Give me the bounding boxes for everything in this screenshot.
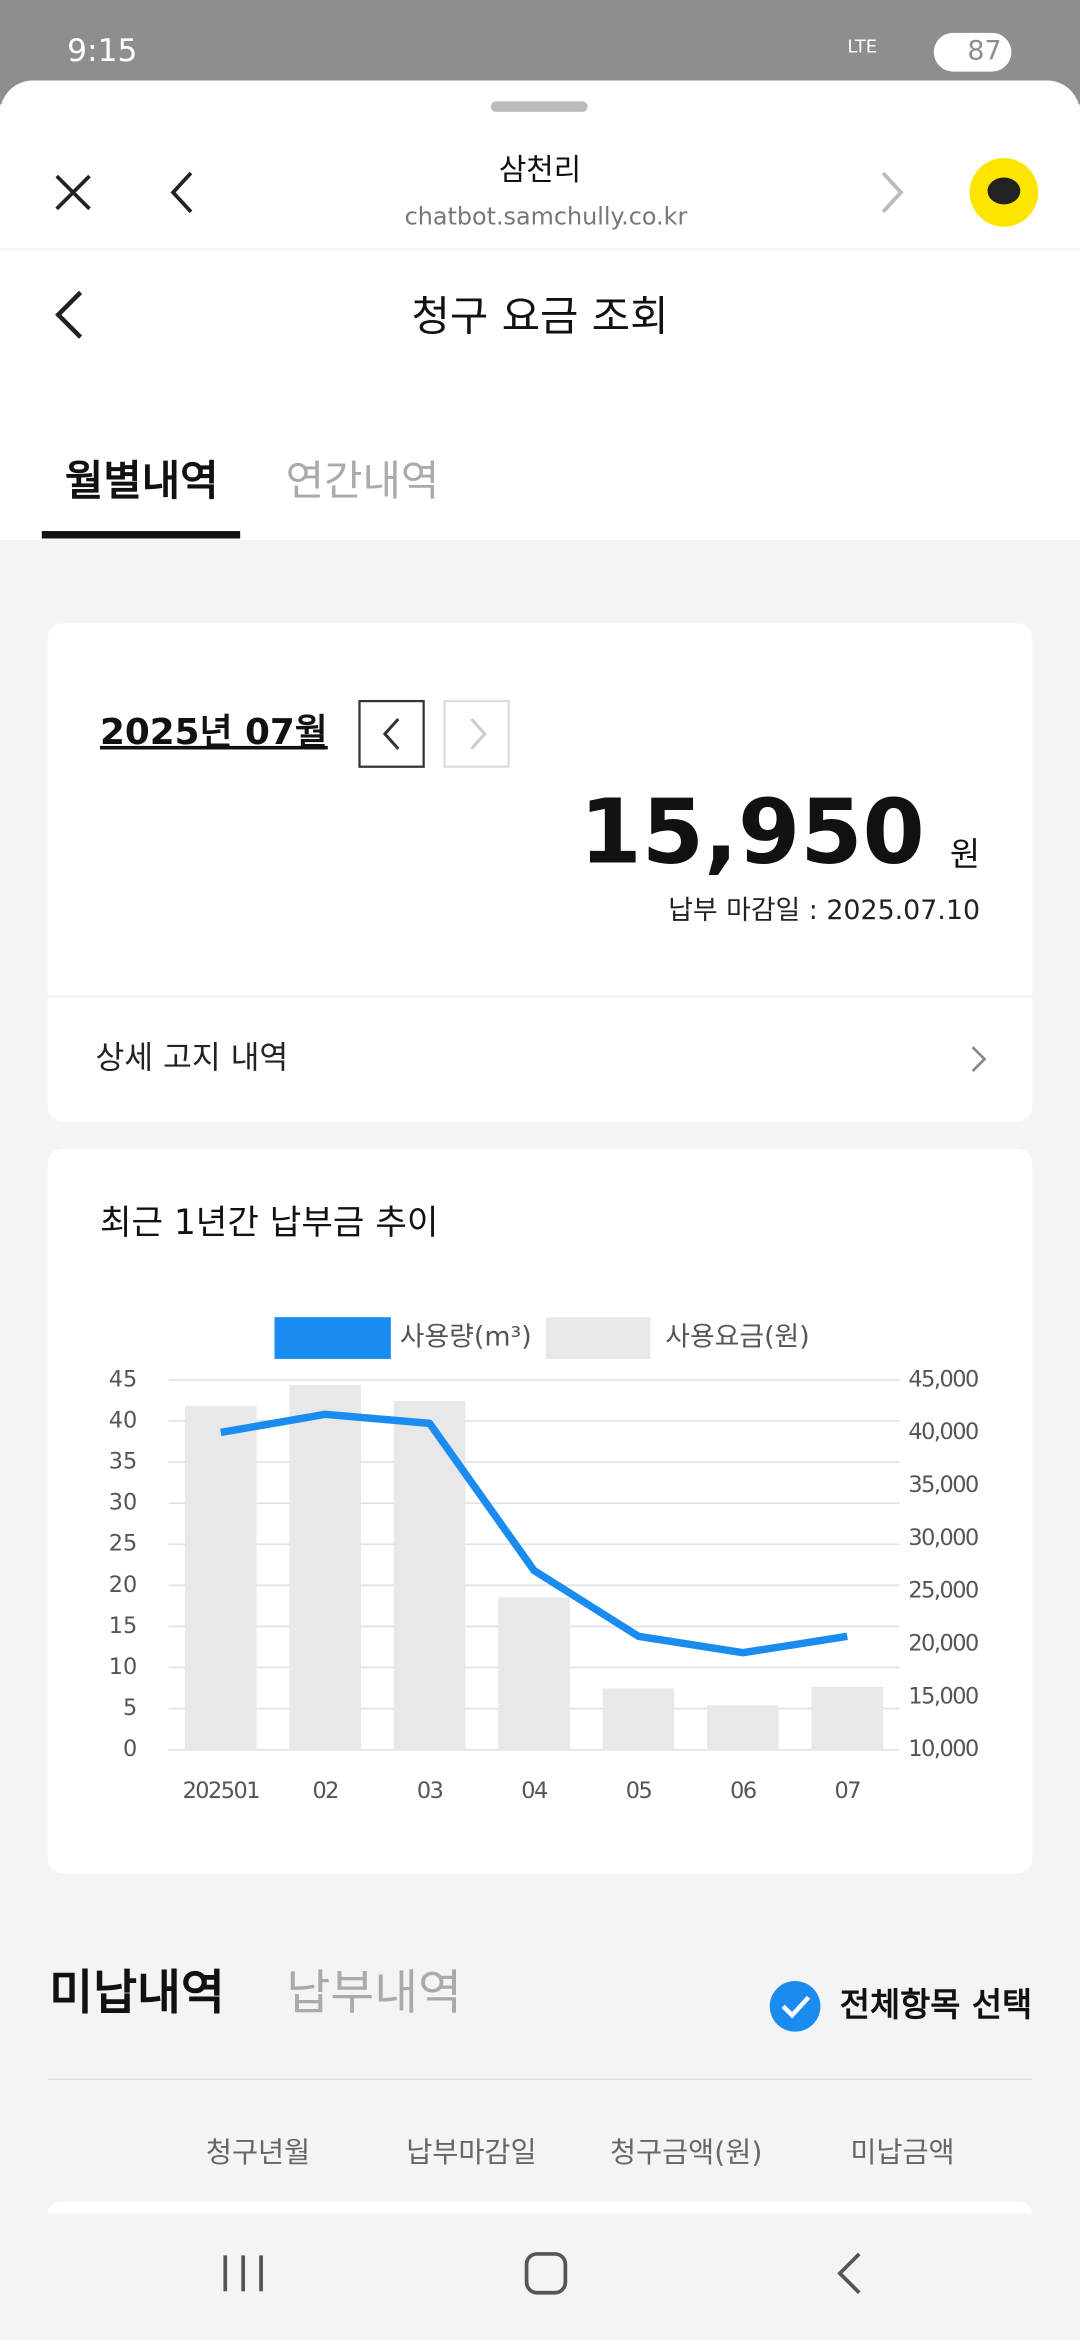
bar (811, 1686, 884, 1750)
x-tick-label: 03 (417, 1778, 443, 1804)
battery-level: 87 (967, 36, 1001, 67)
line (220, 1410, 848, 1657)
bill-month: 2025년 07월 (100, 712, 328, 753)
x-tick-label: 02 (312, 1778, 337, 1804)
nav-bar (0, 2213, 1080, 2340)
column: 청구금액(원) (610, 2136, 762, 2169)
y-tick-label: 0 (123, 1736, 137, 1762)
y2-tick-label: 30,000 (908, 1525, 978, 1551)
y-tick-label: 40 (109, 1407, 137, 1433)
checkbox[interactable] (769, 1980, 821, 2032)
y2-tick-label: 45,000 (908, 1366, 978, 1392)
bill-unit: 원 (950, 836, 980, 874)
nav-back[interactable] (837, 2252, 861, 2295)
x-tick-label: 07 (835, 1778, 861, 1804)
legend-label: 사용량(m³) (400, 1322, 532, 1353)
y-tick-label: 25 (109, 1531, 137, 1557)
next-month[interactable] (443, 699, 510, 768)
legend-swatch (274, 1317, 391, 1359)
legend-swatch (545, 1317, 651, 1359)
chart: 05101520253035404510,00015,00020,00025,0… (109, 1317, 979, 1804)
column: 청구년월 (206, 2136, 310, 2169)
page-title: 청구 요금 조회 (411, 292, 668, 341)
x-tick-label: 04 (521, 1778, 547, 1804)
y-tick-label: 5 (123, 1695, 137, 1721)
due-date: 납부 마감일 : 2025.07.10 (668, 895, 980, 926)
nav-home[interactable] (524, 2252, 568, 2295)
tab[interactable]: 연간내역 (286, 456, 440, 505)
forward[interactable] (881, 171, 904, 214)
network: LTE (847, 37, 877, 58)
y-tick-label: 15 (109, 1613, 137, 1639)
column: 미납금액 (850, 2136, 954, 2169)
browser-title: 삼천리 (499, 153, 581, 188)
column: 납부마감일 (406, 2136, 536, 2169)
x-tick-label: 202501 (183, 1778, 260, 1804)
page-back[interactable] (55, 290, 83, 339)
y2-tick-label: 10,000 (908, 1736, 978, 1762)
bar (184, 1406, 257, 1750)
check (781, 1995, 811, 2019)
y2-tick-label: 35,000 (908, 1472, 978, 1498)
tab-indicator (41, 531, 241, 539)
handle (490, 101, 588, 112)
time: 9:15 (67, 33, 137, 69)
chart-title: 최근 1년간 납부금 추이 (100, 1203, 439, 1243)
y-tick-label: 20 (109, 1572, 137, 1598)
unpaid-tab[interactable]: 미납내역 (49, 1966, 225, 2021)
close[interactable] (55, 174, 91, 211)
y-tick-label: 30 (109, 1490, 137, 1516)
y2-tick-label: 20,000 (908, 1631, 978, 1657)
tab[interactable]: 월별내역 (65, 456, 219, 505)
y2-tick-label: 15,000 (908, 1683, 978, 1709)
y-tick-label: 45 (109, 1366, 137, 1392)
kakao-icon (987, 177, 1021, 205)
detail-link[interactable]: 상세 고지 내역 (95, 1040, 288, 1076)
bar (498, 1597, 570, 1750)
prev-month[interactable] (358, 699, 425, 768)
next-icon (470, 717, 487, 750)
url: chatbot.samchully.co.kr (405, 202, 688, 230)
y-tick-label: 10 (109, 1654, 137, 1680)
paid-tab[interactable]: 납부내역 (286, 1966, 462, 2021)
bar (289, 1385, 361, 1750)
x-tick-label: 05 (626, 1778, 652, 1804)
nav-recent[interactable] (223, 2255, 263, 2292)
y2-tick-label: 25,000 (908, 1578, 978, 1604)
y2-tick-label: 40,000 (908, 1419, 978, 1445)
x-tick-label: 06 (730, 1778, 756, 1804)
battery (933, 32, 1012, 72)
bill-amount: 15,950 (579, 781, 924, 885)
bar (707, 1705, 779, 1750)
y-tick-label: 35 (109, 1449, 137, 1475)
back[interactable] (170, 171, 193, 214)
prev-icon (382, 717, 400, 750)
select-all[interactable]: 전체항목 선택 (840, 1986, 1032, 2024)
chevron (971, 1046, 987, 1072)
bar (602, 1688, 675, 1750)
legend-label: 사용요금(원) (665, 1322, 809, 1353)
